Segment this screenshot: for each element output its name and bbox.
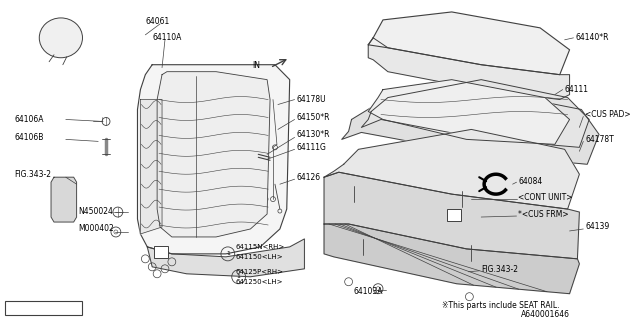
Text: 64125P<RH>: 64125P<RH> (236, 269, 284, 275)
Polygon shape (140, 100, 162, 234)
Text: 64106B: 64106B (15, 133, 44, 142)
Polygon shape (51, 177, 77, 222)
Text: 1: 1 (226, 252, 230, 256)
Text: 64103A: 64103A (353, 287, 383, 296)
Text: 64111G: 64111G (296, 143, 326, 152)
FancyBboxPatch shape (5, 301, 81, 315)
Text: 64150*R: 64150*R (296, 113, 330, 122)
Text: 64084: 64084 (518, 177, 543, 186)
Text: 1: 1 (13, 305, 18, 311)
Text: 1: 1 (237, 274, 241, 279)
Polygon shape (324, 129, 579, 209)
Text: 64115N<RH>: 64115N<RH> (236, 244, 285, 250)
Polygon shape (368, 80, 570, 144)
Text: 641250<LH>: 641250<LH> (236, 279, 283, 285)
Text: M000402: M000402 (79, 224, 115, 234)
Polygon shape (368, 12, 570, 75)
Text: IN: IN (252, 61, 260, 70)
Text: *<CUS FRM>: *<CUS FRM> (518, 210, 569, 219)
Polygon shape (342, 90, 599, 164)
Text: 64106A: 64106A (15, 115, 44, 124)
Polygon shape (324, 172, 579, 259)
Text: 64139: 64139 (585, 222, 609, 231)
Polygon shape (324, 224, 579, 294)
Text: 64110A: 64110A (152, 33, 182, 42)
Text: N450024: N450024 (79, 206, 113, 216)
Text: ※This parts include SEAT RAIL.: ※This parts include SEAT RAIL. (442, 301, 559, 310)
Text: A: A (451, 211, 456, 220)
Ellipse shape (39, 18, 83, 58)
Polygon shape (362, 80, 589, 147)
Text: 64061: 64061 (145, 17, 170, 27)
Text: 64130*R: 64130*R (296, 130, 330, 139)
Text: Q710007: Q710007 (33, 303, 68, 312)
Text: 64178T: 64178T (585, 135, 614, 144)
Text: 64178U: 64178U (296, 95, 326, 104)
Polygon shape (138, 65, 290, 254)
Text: A: A (159, 247, 164, 256)
Text: FIG.343-2: FIG.343-2 (15, 170, 52, 179)
Polygon shape (368, 38, 570, 100)
Polygon shape (147, 239, 305, 277)
Text: 64111: 64111 (564, 85, 589, 94)
Text: <CUS PAD>: <CUS PAD> (585, 110, 631, 119)
Text: A640001646: A640001646 (520, 310, 570, 319)
FancyBboxPatch shape (447, 209, 461, 221)
Polygon shape (157, 72, 270, 237)
Text: FIG.343-2: FIG.343-2 (481, 265, 518, 274)
Text: 641150<LH>: 641150<LH> (236, 254, 284, 260)
Text: 64140*R: 64140*R (575, 33, 609, 42)
Text: 64126: 64126 (296, 173, 321, 182)
FancyBboxPatch shape (154, 246, 168, 258)
Text: <CONT UNIT>: <CONT UNIT> (518, 193, 573, 202)
